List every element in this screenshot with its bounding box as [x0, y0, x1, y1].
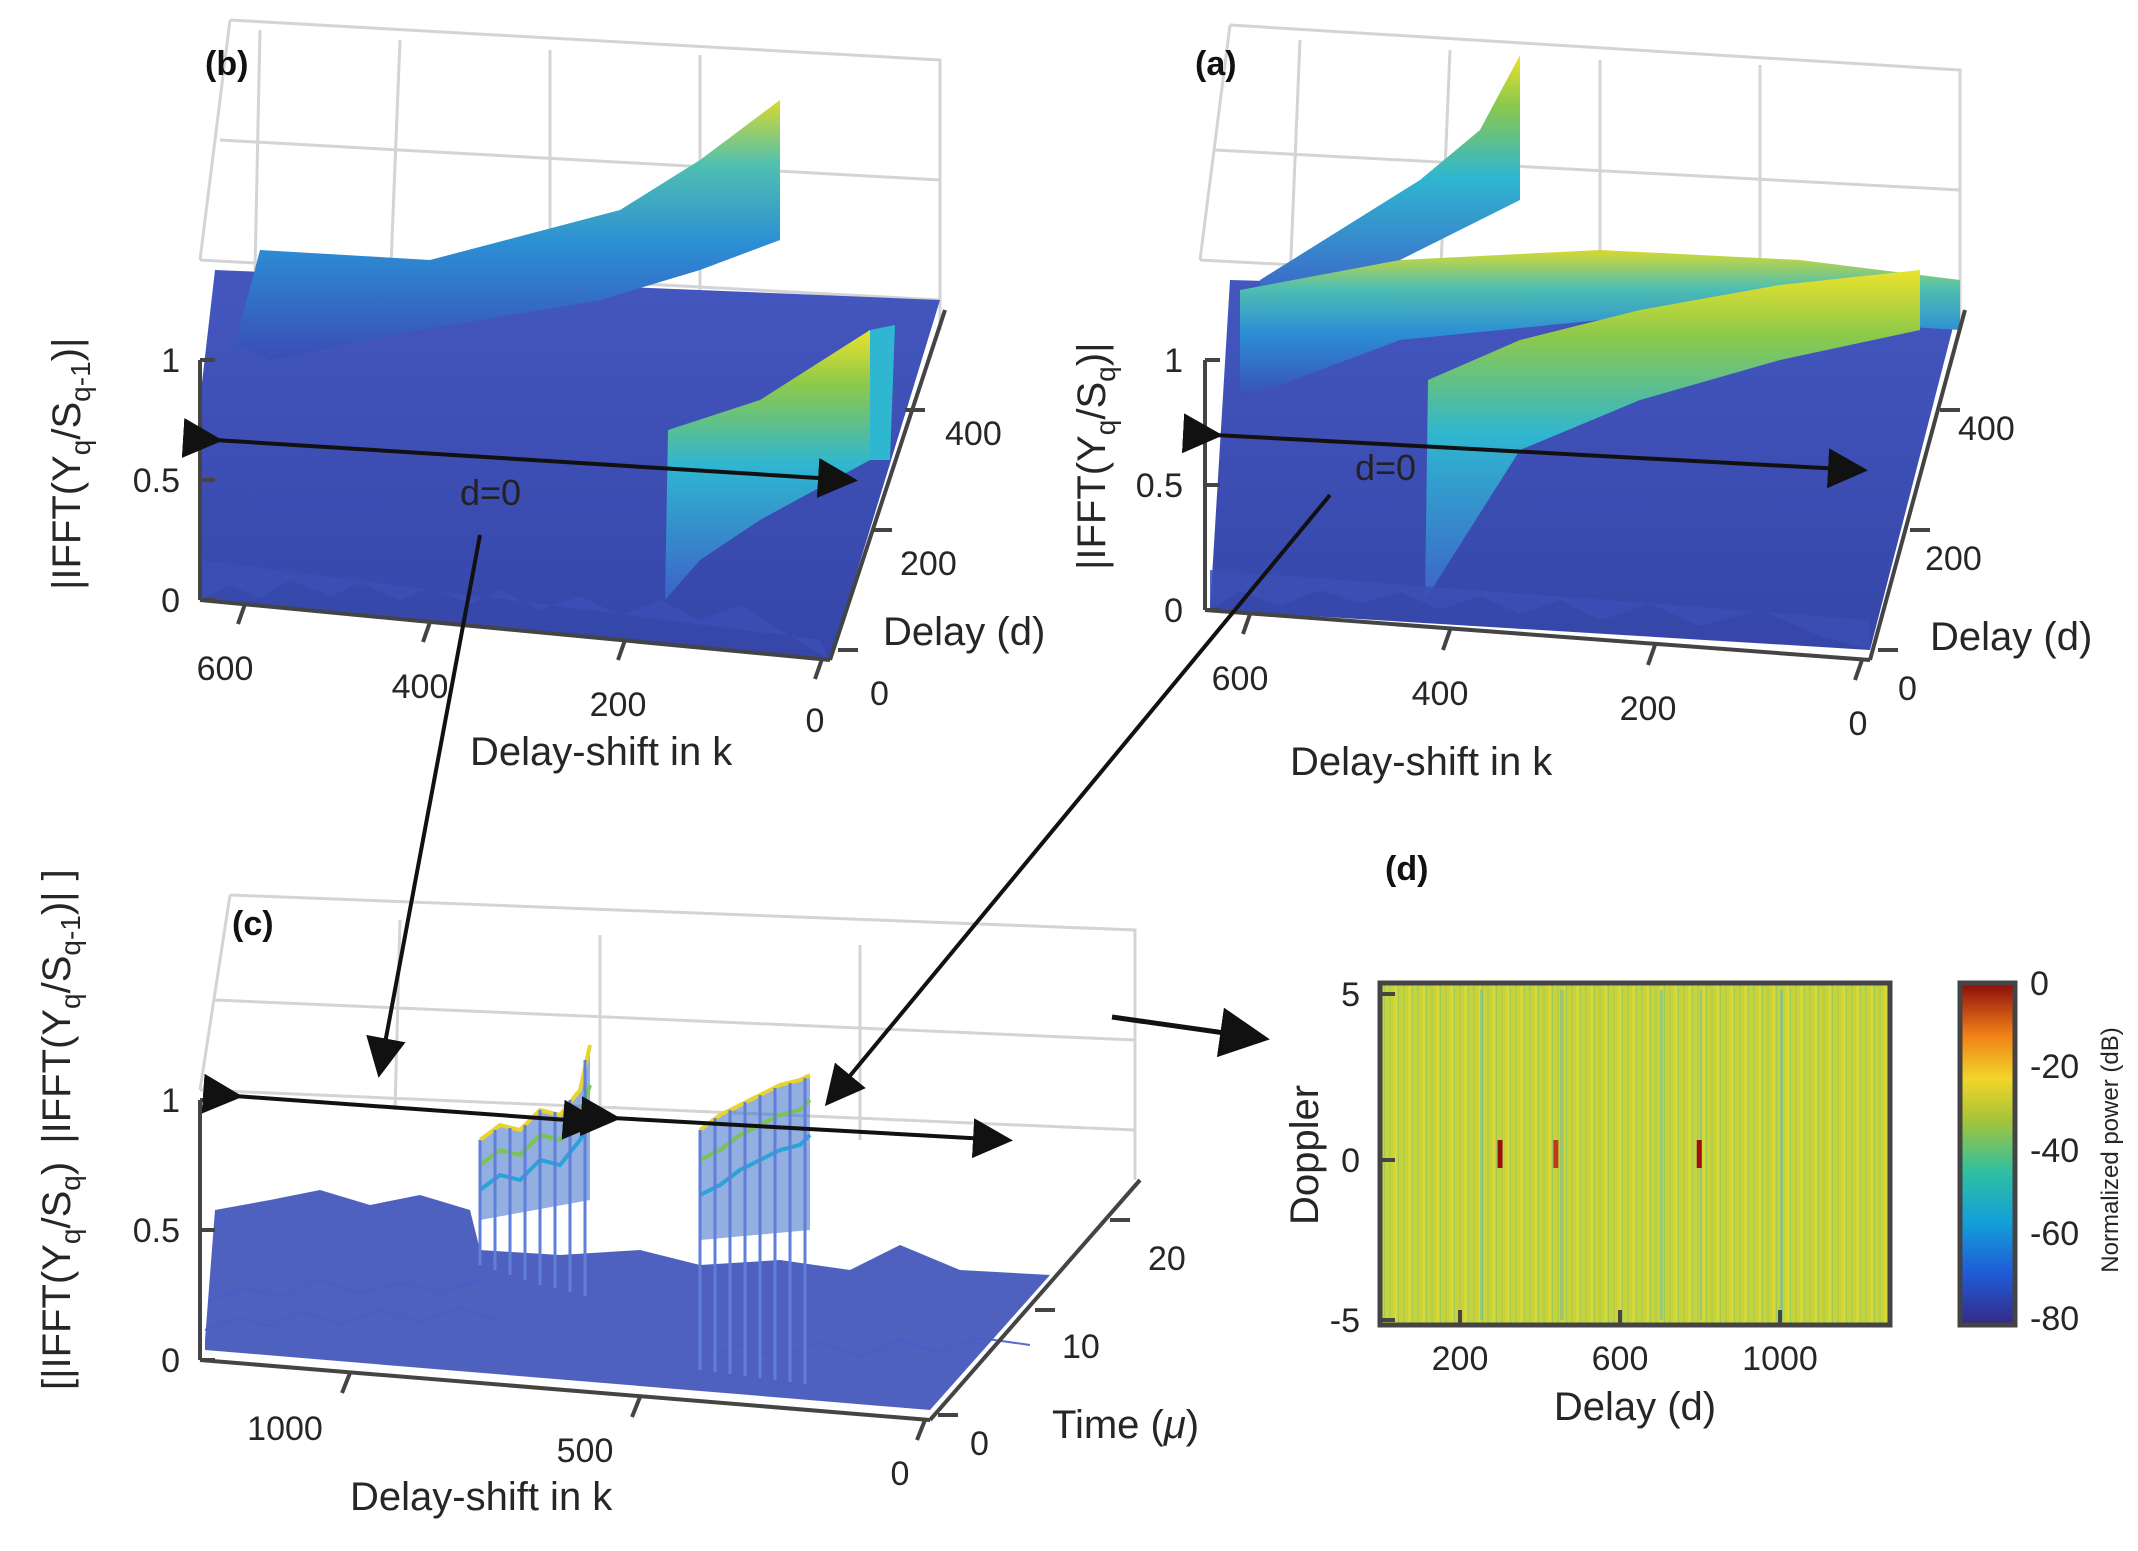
- panel-a-yticks: 0 200 400: [1878, 408, 2015, 708]
- panel-c-span-right: [579, 1096, 1013, 1159]
- panel-a-xtick-600: 600: [1212, 660, 1269, 698]
- panel-c-ytick-10: 10: [1062, 1328, 1100, 1366]
- panel-a-ztick-1: 0.5: [1136, 467, 1183, 505]
- arrow-a-to-c: [824, 493, 1332, 1107]
- panel-b-xtick-600: 600: [197, 650, 254, 688]
- panel-d-label: (d): [1385, 850, 1428, 888]
- panel-c-zticks: 0 0.5 1: [133, 1082, 215, 1380]
- connector-arrows: [366, 493, 1332, 1107]
- panel-c-ztick-2: 1: [161, 1082, 180, 1120]
- panel-c-ytick-20: 20: [1148, 1240, 1186, 1278]
- panel-c-yticks: 0 10 20: [938, 1218, 1186, 1463]
- panel-b-xtick-0: 0: [806, 702, 825, 740]
- panel-a-ztick-2: 1: [1164, 342, 1183, 380]
- panel-b-ridge-diagonal: [235, 100, 780, 360]
- panel-a-ytick-0: 0: [1898, 670, 1917, 708]
- arrow-b-to-c: [366, 534, 482, 1078]
- panel-c-floor-lines: [204, 1278, 1031, 1361]
- panel-d-yticks: 5 0 -5: [1330, 976, 1395, 1340]
- colorbar-tick-60: -60: [2030, 1215, 2079, 1253]
- panel-d-ytick-0: 0: [1341, 1142, 1360, 1180]
- panel-c-ytick-0: 0: [970, 1425, 989, 1463]
- panel-d-ylabel: Doppler: [1283, 1085, 1327, 1225]
- panel-b-ytick-0: 0: [870, 675, 889, 713]
- panel-d-colorbar: [1957, 980, 2018, 1328]
- panel-a-front-noise: [1210, 570, 1870, 650]
- panel-a-ytick-200: 200: [1925, 540, 1982, 578]
- panel-c-grid: [198, 893, 1137, 1180]
- panel-c-xlabel: Delay-shift in k: [350, 1475, 613, 1519]
- panel-d-xtick-200: 200: [1432, 1340, 1489, 1378]
- panel-d-ytick-5: 5: [1341, 976, 1360, 1014]
- heatmap-peak-1: [1553, 1140, 1559, 1168]
- panel-d-xlabel: Delay (d): [1554, 1385, 1716, 1429]
- panel-a-ylabel: Delay (d): [1930, 615, 2092, 659]
- panel-a-annotation: d=0: [1355, 447, 1416, 488]
- panel-b-label: (b): [205, 45, 248, 83]
- panel-a-ztick-0: 0: [1164, 592, 1183, 630]
- panel-b-zlabel: |IFFT(Yq/Sq-1)|: [45, 338, 96, 590]
- panel-c-span-left: [201, 1073, 603, 1140]
- panel-d-colorbar-ticks: 0 -20 -40 -60 -80: [2030, 965, 2079, 1338]
- panel-b-xlabel: Delay-shift in k: [470, 730, 733, 774]
- panel-a-xticks: 600 400 200 0: [1212, 613, 1868, 743]
- panel-a-xtick-0: 0: [1849, 705, 1868, 743]
- panel-d: 5 0 -5 200 600 1000 Delay (d) Doppler (d…: [1283, 850, 2124, 1429]
- heatmap-peak-0: [1497, 1140, 1503, 1168]
- panel-d-xticks: 200 600 1000: [1432, 1310, 1818, 1378]
- panel-c-ztick-1: 0.5: [133, 1212, 180, 1250]
- heatmap-peak-2: [1696, 1140, 1702, 1168]
- panel-b-annotation: d=0: [460, 472, 521, 513]
- panel-a-ytick-400: 400: [1958, 410, 2015, 448]
- panel-b-ytick-200: 200: [900, 545, 957, 583]
- panel-d-xtick-600: 600: [1592, 1340, 1649, 1378]
- panel-d-colorbar-label: Normalized power (dB): [2097, 1027, 2124, 1272]
- panel-a-zlabel: |IFFT(Yq/Sq)|: [1070, 343, 1121, 570]
- panel-b-ridge-near-side: [870, 325, 895, 460]
- panel-b: 0 0.5 1 600 400 200 0 0 200 400 Delay-sh…: [45, 18, 1045, 774]
- panel-d-peaks: [1497, 1140, 1702, 1168]
- panel-b-d0-arrow: [181, 418, 858, 498]
- panel-a-xtick-400: 400: [1412, 675, 1469, 713]
- panel-c-floor: [205, 1190, 1050, 1410]
- panel-b-ztick-0: 0: [161, 582, 180, 620]
- panel-c: 0 0.5 1 1000 500 0 0 10 20 Delay-shift i…: [35, 869, 1199, 1519]
- panel-a: 0 0.5 1 600 400 200 0 0 200 400 Delay-sh…: [1070, 23, 2092, 784]
- panel-c-xtick-0: 0: [891, 1455, 910, 1493]
- panel-b-ztick-1: 0.5: [133, 462, 180, 500]
- panel-b-ytick-400: 400: [945, 415, 1002, 453]
- panel-c-xticks: 1000 500 0: [247, 1372, 927, 1493]
- panel-d-ytick-neg5: -5: [1330, 1302, 1360, 1340]
- panel-b-ztick-2: 1: [161, 342, 180, 380]
- panel-a-zticks: 0 0.5 1: [1136, 342, 1220, 630]
- colorbar-tick-0: 0: [2030, 965, 2049, 1003]
- panel-c-xtick-1000: 1000: [247, 1410, 323, 1448]
- panel-b-xtick-400: 400: [392, 668, 449, 706]
- panel-b-front-noise: [200, 560, 830, 660]
- panel-a-d0-arrow: [1181, 413, 1868, 489]
- panel-a-label: (a): [1195, 45, 1237, 83]
- panel-c-label: (c): [232, 905, 274, 943]
- panel-a-xlabel: Delay-shift in k: [1290, 740, 1553, 784]
- colorbar-tick-40: -40: [2030, 1132, 2079, 1170]
- panel-c-ylabel: Time (μ): [1052, 1403, 1199, 1447]
- panel-b-xticks: 600 400 200 0: [197, 603, 825, 740]
- panel-d-heatmap: [1377, 980, 1893, 1328]
- colorbar-tick-20: -20: [2030, 1048, 2079, 1086]
- panel-c-zlabel: [|IFFT(Yq/Sq)|IFFT(Yq/Sq-1)| ]: [35, 869, 86, 1390]
- panel-b-ylabel: Delay (d): [883, 610, 1045, 654]
- colorbar-tick-80: -80: [2030, 1300, 2079, 1338]
- panel-a-xtick-200: 200: [1620, 690, 1677, 728]
- panel-d-xtick-1000: 1000: [1742, 1340, 1818, 1378]
- panel-c-ztick-0: 0: [161, 1342, 180, 1380]
- panel-b-xtick-200: 200: [590, 686, 647, 724]
- arrow-c-to-d: [1111, 1007, 1270, 1058]
- panel-b-yticks: 0 200 400: [838, 408, 1002, 713]
- panel-c-xtick-500: 500: [557, 1432, 614, 1470]
- panel-a-ridge-far: [1260, 55, 1520, 300]
- panel-a-ridge-near: [1425, 270, 1920, 600]
